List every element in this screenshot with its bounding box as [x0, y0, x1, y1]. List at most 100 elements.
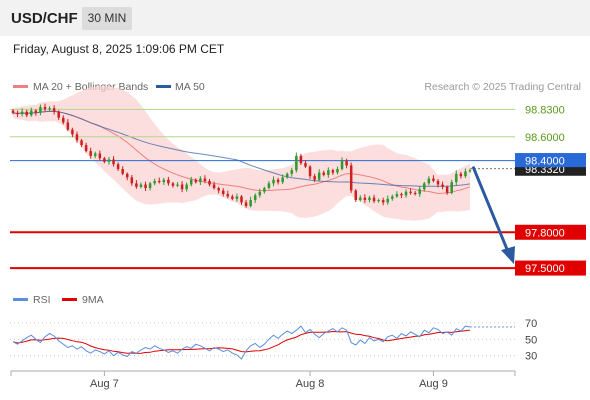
candle [395, 194, 399, 197]
candle [386, 198, 389, 203]
rsi-ma-legend-swatch [62, 298, 77, 301]
candle [308, 166, 312, 177]
pivot-label-top: 98.4000 [525, 156, 565, 168]
level-tag-support [515, 224, 586, 240]
credit-label: Research © 2025 Trading Central [424, 81, 581, 93]
pivot-tag-top [515, 153, 586, 168]
candle [418, 189, 421, 195]
ma50-legend-swatch [156, 85, 171, 88]
candle [331, 170, 335, 173]
candle [413, 192, 417, 195]
ma50-legend-label: MA 50 [175, 81, 205, 93]
rsi-tick-label: 30 [525, 351, 537, 363]
candle [125, 173, 129, 178]
candle [226, 194, 230, 197]
candle [267, 183, 271, 189]
rsi-legend-swatch [13, 298, 28, 301]
candle [276, 179, 280, 183]
candle [359, 197, 362, 201]
candle [349, 165, 353, 191]
candle [381, 200, 385, 203]
rsi-tick-label: 50 [525, 334, 537, 346]
candle [450, 182, 453, 193]
candle [194, 179, 198, 183]
candle [176, 184, 179, 186]
candle [30, 110, 33, 116]
candle [71, 129, 74, 135]
level-label-resistance: 98.6000 [525, 132, 565, 144]
candle [162, 179, 166, 183]
rsi-ma-legend-label: 9MA [82, 294, 104, 306]
candle [157, 180, 161, 183]
candle [263, 188, 266, 192]
candle [249, 200, 252, 206]
candle [404, 191, 408, 196]
candle [199, 178, 202, 183]
candle [75, 134, 79, 141]
candle [345, 160, 348, 166]
candle [441, 184, 444, 187]
candle [253, 195, 257, 201]
candle [180, 184, 184, 190]
candle [427, 178, 431, 184]
candle [34, 110, 38, 113]
candle [48, 108, 51, 110]
level-label-resistance: 98.8300 [525, 104, 565, 116]
candle [130, 177, 134, 184]
ma50-line [12, 110, 471, 187]
candle [290, 170, 294, 174]
candle [235, 196, 239, 199]
candle [368, 197, 371, 201]
candle [11, 110, 15, 113]
forecast-arrow-shaft [471, 166, 511, 255]
candle [89, 151, 92, 156]
candle [468, 170, 472, 172]
chart-datetime: Friday, August 8, 2025 1:09:06 PM CET [13, 42, 225, 56]
x-tick-label: Aug 8 [296, 378, 325, 390]
candle [400, 194, 403, 196]
rsi-tick-label: 70 [525, 318, 537, 330]
ma20-legend-swatch [13, 85, 28, 88]
candle [80, 140, 83, 146]
candle [295, 155, 298, 171]
candle [121, 169, 124, 174]
candle [372, 197, 376, 202]
candle [327, 170, 330, 175]
candle [299, 155, 303, 164]
candle [459, 173, 463, 177]
candle [20, 111, 24, 115]
x-tick-label: Aug 9 [419, 378, 448, 390]
candle [317, 172, 321, 180]
candle [144, 184, 147, 189]
candle [231, 196, 234, 199]
candle [57, 111, 60, 118]
symbol-title: USD/CHF [11, 10, 78, 27]
candle [391, 196, 394, 199]
candle [66, 122, 70, 130]
candle [103, 158, 106, 162]
candle [212, 184, 216, 189]
candle [336, 169, 339, 173]
candle [107, 159, 111, 162]
candle [43, 106, 47, 110]
rsi-line [12, 325, 471, 360]
candle [244, 202, 248, 206]
candle [363, 197, 367, 201]
candle [153, 180, 156, 184]
candle [148, 183, 152, 189]
candle [208, 180, 211, 185]
candle [116, 164, 120, 169]
candle [139, 184, 143, 187]
header-bar: USD/CHF 30 MIN [0, 0, 590, 36]
candle [258, 191, 262, 196]
candle [340, 160, 344, 169]
candle [39, 106, 42, 113]
candle [25, 111, 28, 116]
timeframe-button[interactable]: 30 MIN [82, 7, 132, 30]
candle [285, 173, 289, 178]
candle [189, 179, 193, 185]
level-tag-support [515, 260, 586, 276]
candle [445, 186, 449, 193]
candle [62, 117, 65, 123]
